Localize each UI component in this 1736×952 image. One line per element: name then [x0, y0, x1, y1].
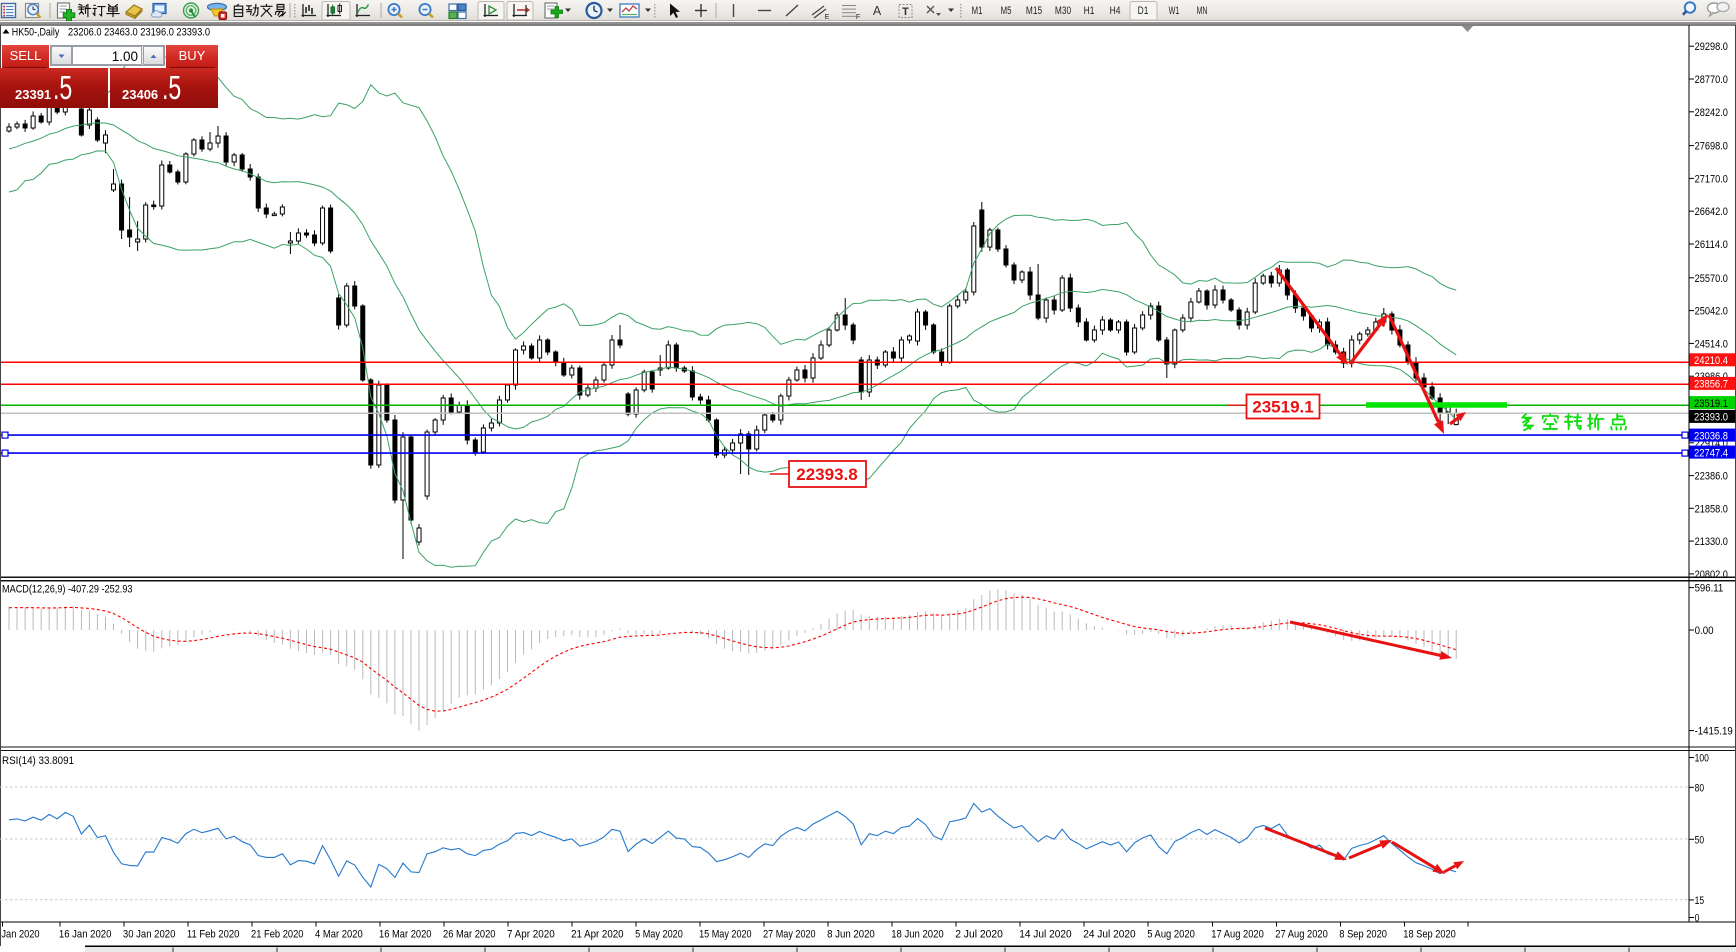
- svg-text:A: A: [873, 4, 882, 18]
- svg-text:16 Jan 2020: 16 Jan 2020: [59, 929, 112, 941]
- svg-text:80: 80: [1695, 782, 1705, 794]
- svg-text:28770.0: 28770.0: [1695, 74, 1728, 86]
- svg-text:17 Aug 2020: 17 Aug 2020: [1211, 929, 1264, 941]
- svg-text:27170.0: 27170.0: [1695, 173, 1728, 185]
- svg-text:8 Sep 2020: 8 Sep 2020: [1339, 929, 1387, 941]
- svg-text:23393.0: 23393.0: [1694, 412, 1728, 424]
- svg-text:F: F: [856, 14, 860, 21]
- svg-text:11 Feb 2020: 11 Feb 2020: [187, 929, 240, 941]
- svg-text:15 May 2020: 15 May 2020: [699, 929, 752, 941]
- svg-text:24210.4: 24210.4: [1694, 355, 1728, 367]
- svg-text:596.11: 596.11: [1695, 583, 1724, 595]
- svg-text:8 Jun 2020: 8 Jun 2020: [827, 929, 875, 941]
- svg-text:D1: D1: [1138, 5, 1149, 17]
- svg-text:4 Mar 2020: 4 Mar 2020: [315, 929, 363, 941]
- svg-text:M5: M5: [1001, 5, 1012, 17]
- svg-text:RSI(14) 33.8091: RSI(14) 33.8091: [2, 755, 74, 767]
- svg-text:Jan 2020: Jan 2020: [1, 929, 39, 941]
- svg-text:100: 100: [1695, 753, 1709, 765]
- svg-text:24 Jul 2020: 24 Jul 2020: [1083, 929, 1136, 941]
- svg-text:0: 0: [1695, 913, 1700, 925]
- svg-text:29298.0: 29298.0: [1695, 41, 1728, 53]
- svg-text:7 Apr 2020: 7 Apr 2020: [507, 929, 555, 941]
- svg-text:18 Jun 2020: 18 Jun 2020: [891, 929, 944, 941]
- svg-text:18 Sep 2020: 18 Sep 2020: [1403, 929, 1456, 941]
- svg-text:25570.0: 25570.0: [1695, 273, 1728, 285]
- svg-text:22386.0: 22386.0: [1695, 471, 1728, 483]
- svg-text:E: E: [825, 14, 830, 21]
- svg-text:0.00: 0.00: [1695, 625, 1714, 637]
- svg-text:H1: H1: [1084, 5, 1095, 17]
- svg-text:HK50-,Daily: HK50-,Daily: [12, 27, 60, 39]
- svg-text:14 Jul 2020: 14 Jul 2020: [1019, 929, 1071, 941]
- svg-text:21 Apr 2020: 21 Apr 2020: [571, 929, 624, 941]
- svg-text:5 May 2020: 5 May 2020: [635, 929, 683, 941]
- svg-text:30 Jan 2020: 30 Jan 2020: [123, 929, 175, 941]
- svg-text:21330.0: 21330.0: [1695, 536, 1728, 548]
- svg-text:23206.0 23463.0 23196.0 23393.: 23206.0 23463.0 23196.0 23393.0: [68, 27, 210, 39]
- svg-text:28242.0: 28242.0: [1695, 107, 1728, 119]
- svg-text:23856.7: 23856.7: [1694, 379, 1728, 391]
- svg-text:26114.0: 26114.0: [1695, 239, 1728, 251]
- svg-text:24514.0: 24514.0: [1695, 338, 1728, 350]
- svg-text:16 Mar 2020: 16 Mar 2020: [379, 929, 432, 941]
- svg-text:27698.0: 27698.0: [1695, 141, 1728, 153]
- svg-text:27 May 2020: 27 May 2020: [763, 929, 816, 941]
- svg-text:27 Aug 2020: 27 Aug 2020: [1275, 929, 1328, 941]
- svg-text:M30: M30: [1055, 5, 1071, 17]
- svg-text:25042.0: 25042.0: [1695, 306, 1728, 318]
- svg-text:M15: M15: [1026, 5, 1042, 17]
- svg-text:-1415.19: -1415.19: [1695, 726, 1733, 738]
- svg-text:20802.0: 20802.0: [1695, 569, 1728, 581]
- svg-text:M1: M1: [972, 5, 983, 17]
- svg-text:26642.0: 26642.0: [1695, 206, 1728, 218]
- svg-text:MN: MN: [1197, 5, 1208, 17]
- svg-text:T: T: [902, 6, 909, 18]
- svg-text:50: 50: [1695, 834, 1705, 846]
- svg-text:W1: W1: [1169, 5, 1180, 17]
- svg-text:MACD(12,26,9) -407.29 -252.93: MACD(12,26,9) -407.29 -252.93: [2, 584, 133, 596]
- svg-text:23519.1: 23519.1: [1694, 398, 1728, 410]
- svg-text:26 Mar 2020: 26 Mar 2020: [443, 929, 496, 941]
- svg-text:H4: H4: [1110, 5, 1121, 17]
- svg-text:23036.8: 23036.8: [1694, 430, 1728, 442]
- svg-text:21858.0: 21858.0: [1695, 503, 1728, 515]
- svg-text:22747.4: 22747.4: [1694, 447, 1728, 459]
- svg-text:23519.1: 23519.1: [1252, 398, 1313, 417]
- svg-text:21 Feb 2020: 21 Feb 2020: [251, 929, 304, 941]
- svg-text:15: 15: [1695, 895, 1705, 907]
- svg-text:5 Aug 2020: 5 Aug 2020: [1147, 929, 1195, 941]
- svg-text:2 Jul 2020: 2 Jul 2020: [955, 929, 1003, 941]
- svg-text:22393.8: 22393.8: [796, 465, 857, 484]
